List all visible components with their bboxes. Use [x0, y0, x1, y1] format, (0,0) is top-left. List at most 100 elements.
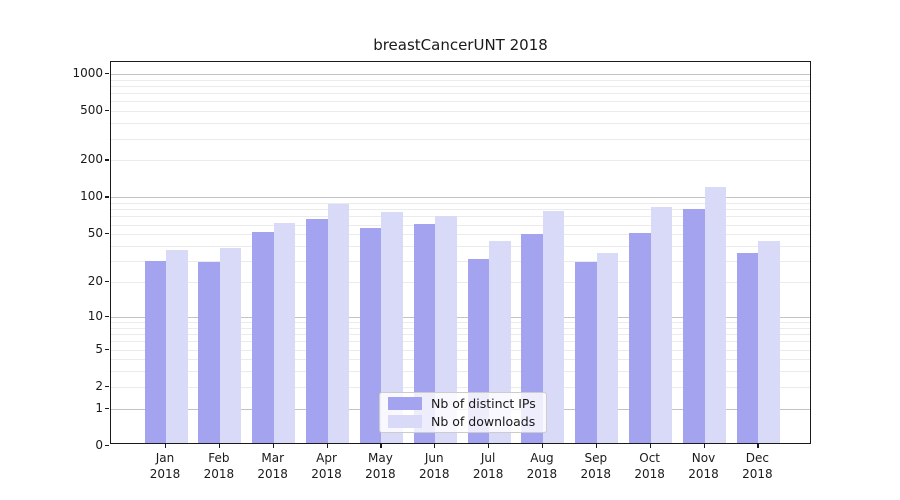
legend: Nb of distinct IPs Nb of downloads: [379, 392, 547, 433]
minor-gridline-6: [111, 341, 810, 343]
minor-gridline-500: [111, 111, 810, 113]
minor-gridline-600: [111, 101, 810, 103]
y-tick-label-50: 50: [87, 226, 103, 241]
x-tick-jan: [165, 444, 167, 448]
major-gridline-10: [111, 316, 810, 318]
bar-nb-of-downloads-jan: [166, 249, 188, 443]
x-tick-label-dec: Dec 2018: [742, 451, 773, 481]
minor-gridline-7: [111, 334, 810, 336]
x-tick-jun: [434, 444, 436, 448]
y-tick-label-200: 200: [80, 152, 103, 167]
bar-nb-of-distinct-ips-apr: [306, 219, 328, 443]
x-tick-dec: [757, 444, 759, 448]
minor-gridline-700: [111, 93, 810, 95]
y-tick-10: [105, 315, 109, 318]
minor-gridline-2: [111, 386, 810, 388]
bar-nb-of-downloads-dec: [758, 240, 780, 443]
minor-gridline-30: [111, 261, 810, 263]
bar-nb-of-distinct-ips-jun: [413, 224, 436, 443]
legend-label-downloads: Nb of downloads: [431, 414, 536, 429]
x-tick-label-apr: Apr 2018: [311, 451, 342, 481]
y-tick-1: [105, 407, 109, 409]
minor-gridline-4: [111, 359, 810, 361]
y-tick-label-100: 100: [80, 189, 103, 204]
x-tick-may: [380, 444, 382, 448]
minor-gridline-20: [111, 282, 810, 284]
legend-label-distinct-ips: Nb of distinct IPs: [431, 396, 536, 411]
major-gridline-100: [111, 197, 810, 199]
x-tick-label-jan: Jan 2018: [149, 451, 181, 481]
minor-gridline-200: [111, 160, 810, 162]
y-tick-500: [105, 110, 109, 112]
minor-gridline-900: [111, 79, 810, 81]
bar-nb-of-downloads-aug: [542, 210, 565, 443]
legend-swatch-distinct-ips: [388, 397, 422, 410]
minor-gridline-50: [111, 234, 810, 236]
x-tick-nov: [703, 444, 705, 448]
x-tick-sep: [595, 444, 597, 448]
y-tick-label-10: 10: [87, 308, 103, 323]
bar-nb-of-distinct-ips-oct: [629, 232, 651, 443]
plot-area: [110, 61, 811, 444]
legend-entry-distinct-ips: Nb of distinct IPs: [388, 396, 538, 411]
x-tick-label-feb: Feb 2018: [203, 451, 235, 481]
y-tick-label-1000: 1000: [72, 65, 103, 80]
bar-nb-of-downloads-oct: [650, 206, 673, 443]
minor-gridline-9: [111, 322, 810, 323]
y-tick-5: [105, 348, 109, 350]
y-tick-1000: [105, 72, 109, 75]
minor-gridline-60: [111, 224, 810, 226]
x-tick-label-may: May 2018: [365, 451, 396, 481]
x-tick-label-jul: Jul 2018: [472, 451, 504, 481]
x-tick-label-aug: Aug 2018: [526, 451, 558, 481]
minor-gridline-90: [111, 203, 810, 205]
chart-title: breastCancerUNT 2018: [373, 36, 548, 54]
legend-entry-downloads: Nb of downloads: [388, 414, 538, 429]
y-tick-2: [105, 385, 109, 388]
bar-nb-of-downloads-may: [381, 212, 403, 443]
y-tick-100: [105, 196, 109, 198]
minor-gridline-400: [111, 123, 810, 125]
x-tick-apr: [326, 444, 328, 448]
bar-nb-of-distinct-ips-nov: [683, 208, 705, 443]
x-tick-aug: [541, 444, 544, 448]
minor-gridline-40: [111, 246, 810, 247]
x-tick-label-nov: Nov 2018: [688, 451, 719, 481]
bar-nb-of-downloads-nov: [704, 187, 726, 443]
minor-gridline-3: [111, 371, 810, 373]
bar-nb-of-distinct-ips-jan: [144, 260, 166, 443]
bar-nb-of-distinct-ips-mar: [252, 231, 274, 443]
y-tick-200: [105, 159, 109, 161]
minor-gridline-8: [111, 327, 810, 329]
y-tick-0: [105, 445, 109, 447]
y-tick-label-20: 20: [87, 274, 103, 289]
y-tick-50: [105, 233, 109, 235]
major-gridline-1000: [111, 73, 810, 75]
y-tick-label-5: 5: [95, 341, 103, 356]
bar-nb-of-distinct-ips-sep: [575, 262, 597, 443]
x-tick-label-mar: Mar 2018: [257, 451, 288, 481]
minor-gridline-300: [111, 138, 810, 140]
legend-swatch-downloads: [388, 415, 422, 428]
y-tick-label-2: 2: [95, 378, 103, 393]
bar-nb-of-downloads-jun: [435, 215, 457, 443]
bar-nb-of-downloads-sep: [596, 252, 619, 443]
bar-nb-of-distinct-ips-dec: [736, 252, 759, 443]
x-tick-jul: [488, 444, 490, 448]
bar-nb-of-distinct-ips-aug: [521, 233, 543, 443]
y-tick-label-1: 1: [95, 400, 103, 415]
minor-gridline-80: [111, 209, 810, 211]
x-tick-label-oct: Oct 2018: [634, 451, 665, 481]
y-tick-20: [105, 281, 109, 283]
y-tick-label-500: 500: [80, 103, 103, 118]
bar-nb-of-downloads-feb: [219, 248, 242, 443]
bar-nb-of-distinct-ips-feb: [198, 262, 220, 443]
x-tick-label-jun: Jun 2018: [418, 451, 450, 481]
y-tick-label-0: 0: [95, 438, 103, 452]
x-tick-mar: [272, 444, 274, 448]
minor-gridline-800: [111, 85, 810, 87]
bar-nb-of-distinct-ips-may: [359, 227, 382, 443]
x-tick-feb: [218, 444, 221, 448]
bar-nb-of-downloads-apr: [327, 203, 350, 443]
